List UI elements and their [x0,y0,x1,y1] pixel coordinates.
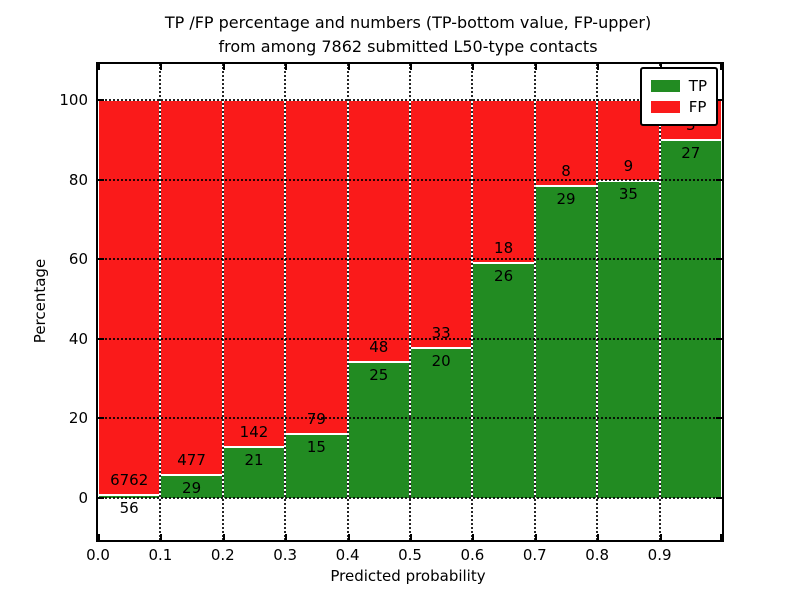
y-tick-label: 20 [68,409,88,428]
x-tick-mark [98,64,100,70]
y-tick-label: 0 [78,489,88,507]
gridline-vertical [533,64,536,540]
x-tick-mark [285,64,288,70]
x-tick-label: 0.0 [86,546,110,564]
x-axis-title: Predicted probability [330,567,486,585]
x-tick-label: 0.2 [210,546,235,564]
x-tick-mark [285,534,288,540]
y-tick-label: 100 [59,91,88,109]
bars-layer [98,64,722,540]
x-tick-mark [659,534,662,540]
gridline-vertical [409,64,411,540]
tp-count-label: 29 [182,479,202,498]
y-tick-mark [716,497,722,499]
x-tick-label: 0.6 [460,546,485,564]
legend-label-tp: TP [688,77,707,95]
fp-count-label: 79 [306,410,326,429]
bar-tp-segment [534,186,598,498]
y-tick-label: 60 [68,250,88,269]
legend-label-fp: FP [688,98,707,116]
x-tick-label: 0.9 [647,546,672,564]
y-tick-mark [716,258,722,261]
x-tick-mark [534,534,537,540]
tp-count-label: 35 [618,185,638,204]
fp-count-label: 142 [239,422,269,441]
x-tick-mark [222,534,225,540]
gridline-vertical [658,64,661,540]
x-tick-mark [472,534,475,540]
x-tick-label: 0.7 [522,546,547,564]
x-tick-mark [472,64,475,70]
tp-count-label: 20 [431,351,451,370]
y-tick-mark [98,99,104,101]
gridline-vertical [471,64,474,540]
x-tick-label: 0.4 [335,546,360,564]
x-tick-mark [222,64,225,70]
gridline-vertical [596,64,599,540]
gridline-vertical [221,64,224,540]
y-tick-mark [716,337,722,340]
chart-title-line1: TP /FP percentage and numbers (TP-bottom… [164,13,652,32]
y-tick-mark [98,497,104,499]
fp-count-label: 6762 [110,470,149,489]
y-tick-mark [716,99,722,101]
y-tick-label: 80 [68,170,88,189]
fp-count-label: 8 [561,162,571,181]
x-tick-mark [410,534,412,540]
legend: TP FP [639,67,718,126]
tp-count-label: 29 [556,190,576,209]
y-tick-mark [98,337,104,340]
fp-count-label: 477 [177,451,206,470]
y-tick-mark [716,417,722,420]
y-tick-mark [716,178,722,181]
tp-count-label: 15 [306,438,326,457]
fp-color-swatch [650,101,680,113]
y-tick-mark [98,178,104,181]
gridlines-layer [98,64,722,540]
y-axis-title: Percentage [31,258,49,344]
x-tick-label: 0.8 [585,546,610,564]
x-tick-label: 0.1 [148,546,173,564]
fp-count-label: 9 [623,157,634,176]
legend-item-fp: FP [650,98,707,116]
tp-count-label: 25 [369,365,389,384]
bar-tp-segment [472,262,535,498]
fp-count-label: 33 [431,323,451,342]
y-tick-mark [98,258,104,261]
x-tick-mark [347,534,350,540]
fp-count-label: 48 [369,337,389,356]
x-tick-label: 0.5 [398,546,422,564]
x-tick-mark [160,534,163,540]
x-tick-mark [720,534,722,540]
gridline-vertical [159,64,162,540]
x-tick-mark [720,64,722,70]
x-tick-mark [534,64,537,70]
x-tick-mark [347,64,350,70]
bar-tp-segment [222,446,286,498]
bar-fp-segment [98,100,161,495]
bar-fp-segment [222,100,286,447]
tp-count-label: 56 [119,498,139,517]
x-tick-mark [597,64,600,70]
y-tick-mark [98,417,104,420]
x-tick-label: 0.3 [273,546,298,564]
y-tick-label: 40 [68,329,88,348]
chart-title-line2: from among 7862 submitted L50-type conta… [218,37,598,56]
tp-color-swatch [650,80,680,92]
x-tick-mark [410,64,412,70]
gridline-vertical [346,64,349,540]
x-tick-mark [160,64,163,70]
tp-count-label: 21 [244,450,264,469]
chart-title: TP /FP percentage and numbers (TP-bottom… [96,11,720,59]
x-tick-mark [597,534,600,540]
tick-marks-layer [98,64,722,540]
plot-area: 6762564772914221791548253320182682993532… [96,62,724,542]
tp-count-label: 27 [681,143,701,162]
gridline-vertical [284,64,287,540]
tp-count-label: 26 [494,266,514,285]
fp-count-label: 18 [494,238,514,257]
legend-item-tp: TP [650,77,707,95]
x-tick-mark [98,534,100,540]
